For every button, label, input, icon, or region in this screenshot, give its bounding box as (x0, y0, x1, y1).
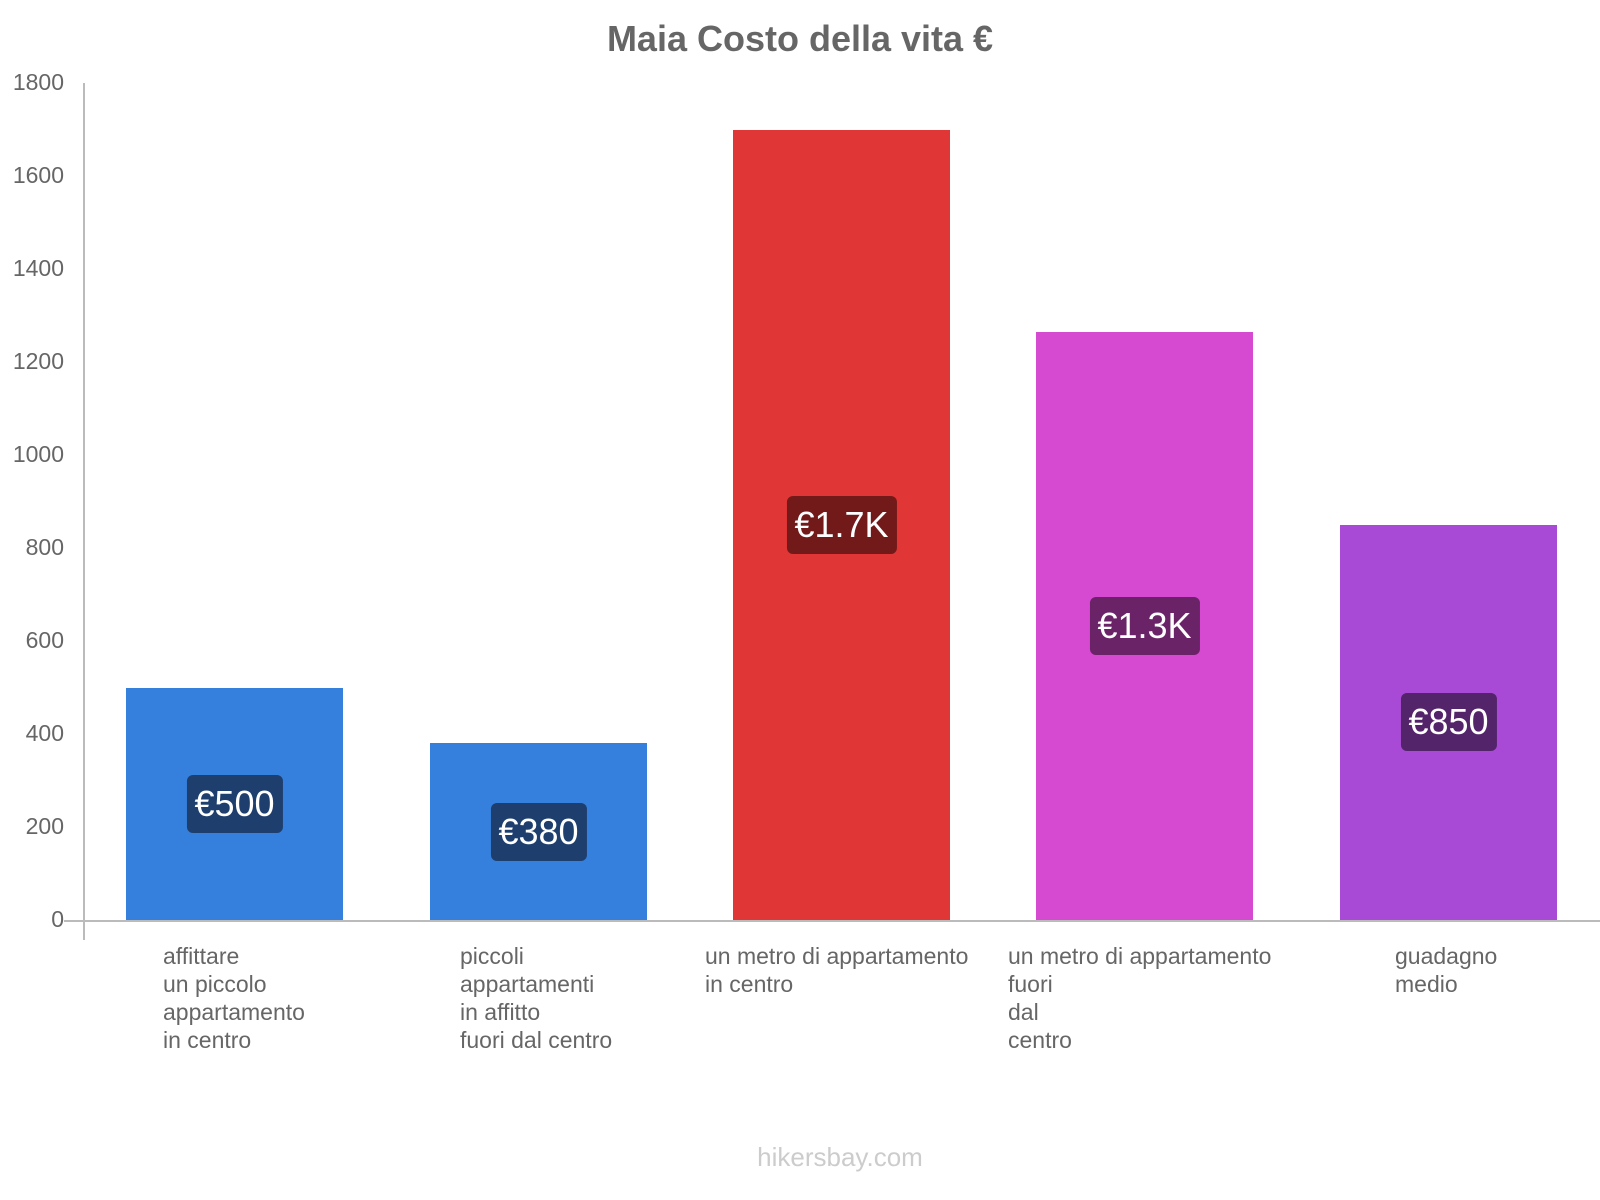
y-axis-line (83, 83, 85, 940)
bar-value-badge: €1.7K (786, 495, 897, 554)
y-tick-label: 600 (25, 627, 64, 653)
x-tick-label: un metro di appartamento in centro (705, 943, 969, 997)
x-tick-label: piccoli appartamenti in affitto fuori da… (460, 943, 613, 1053)
y-tick-label: 1600 (12, 162, 64, 188)
x-tick-label: un metro di appartamento fuori dal centr… (1008, 943, 1272, 1053)
y-tick-label: 400 (25, 720, 64, 746)
x-tick-label: affittare un piccolo appartamento in cen… (163, 943, 305, 1053)
y-tick-label: 800 (25, 534, 64, 560)
y-tick-label: 1200 (12, 348, 64, 374)
bar-value-badge: €1.3K (1089, 596, 1200, 655)
bar-value-badge: €380 (490, 802, 587, 861)
footer-watermark: hikersbay.com (757, 1142, 923, 1172)
chart-title: Maia Costo della vita € (606, 18, 994, 59)
y-tick-label: 1400 (12, 255, 64, 281)
bar-value-badge: €500 (186, 774, 283, 833)
x-tick-label: guadagno medio (1395, 943, 1498, 997)
y-tick-label: 1000 (12, 441, 64, 467)
y-tick-label: 0 (51, 906, 64, 932)
y-tick-label: 200 (25, 813, 64, 839)
bar-value-badge: €850 (1400, 693, 1497, 752)
y-tick-label: 1800 (12, 69, 64, 95)
x-axis-line (64, 920, 1600, 922)
